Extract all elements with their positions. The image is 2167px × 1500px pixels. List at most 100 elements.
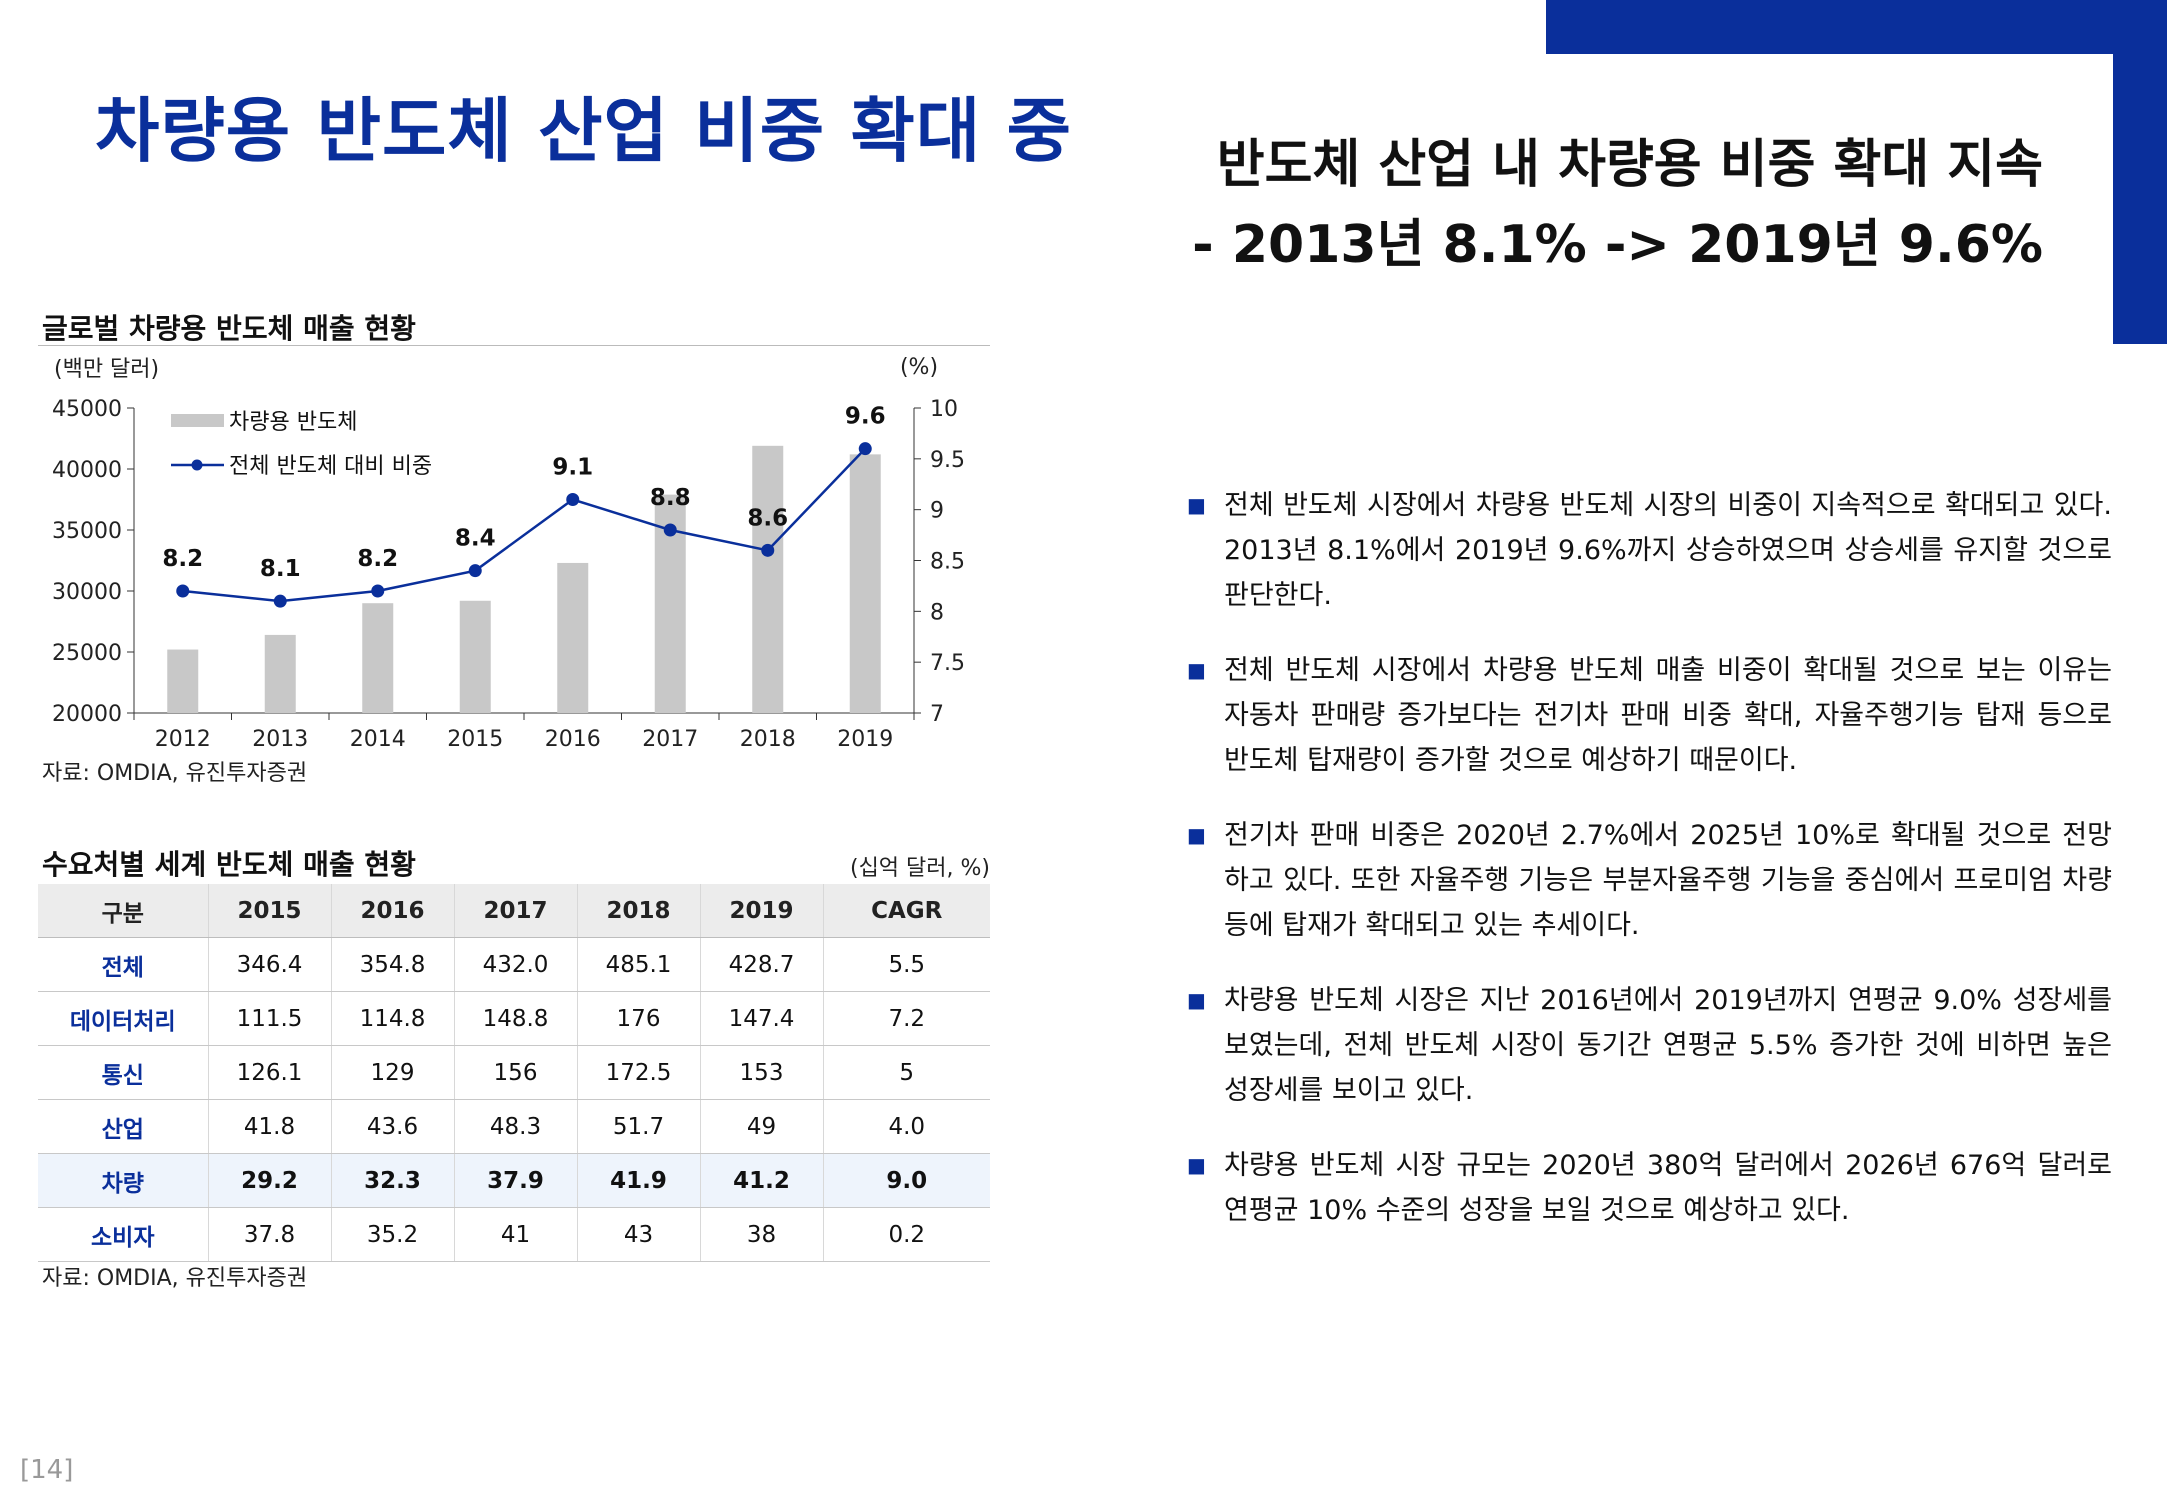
- bullet-square-icon: ■: [1187, 493, 1206, 517]
- table-row: 전체 346.4 354.8 432.0 485.1 428.7 5.5: [38, 937, 990, 992]
- demand-sales-table: 구분 2015 2016 2017 2018 2019 CAGR 전체 346.…: [38, 884, 990, 1262]
- table-cell: 32.3: [330, 1153, 454, 1208]
- data-label-share: 8.1: [260, 556, 301, 582]
- table-row: 소비자 37.8 35.2 41 43 38 0.2: [38, 1207, 990, 1262]
- table-cell: 114.8: [330, 991, 454, 1046]
- y-tick-label-left: 40000: [52, 458, 122, 483]
- legend-bar-swatch: [171, 414, 224, 427]
- x-tick-label: 2015: [447, 727, 503, 752]
- table-cell: 9.0: [822, 1153, 990, 1208]
- corner-accent-bar-side: [2113, 0, 2167, 344]
- x-tick-label: 2017: [642, 727, 698, 752]
- table-cell: 43: [576, 1207, 700, 1262]
- table-cell: 29.2: [207, 1153, 331, 1208]
- table-cell: 153: [699, 1045, 823, 1100]
- x-tick-label: 2013: [252, 727, 308, 752]
- table-cell: 354.8: [330, 937, 454, 992]
- table-header-cell: 2018: [576, 884, 700, 938]
- legend-bar-label: 차량용 반도체: [229, 410, 357, 435]
- line-point-share: [273, 594, 287, 608]
- bullet-text: 차량용 반도체 시장은 지난 2016년에서 2019년까지 연평균 9.0% …: [1224, 985, 2112, 1106]
- table-header-cell: CAGR: [822, 884, 990, 938]
- headline-line-2: - 2013년 8.1% -> 2019년 9.6%: [1192, 215, 2043, 275]
- table-cell: 126.1: [207, 1045, 331, 1100]
- bullet-square-icon: ■: [1187, 988, 1206, 1012]
- line-point-share: [858, 442, 872, 456]
- table-cell: 49: [699, 1099, 823, 1154]
- table-cell: 37.8: [207, 1207, 331, 1262]
- table-cell: 7.2: [822, 991, 990, 1046]
- table-cell: 4.0: [822, 1099, 990, 1154]
- bullet-text: 전체 반도체 시장에서 차량용 반도체 매출 비중이 확대될 것으로 보는 이유…: [1224, 655, 2112, 776]
- y-tick-label-left: 45000: [52, 397, 122, 422]
- table-cell: 156: [453, 1045, 577, 1100]
- table-cell: 111.5: [207, 991, 331, 1046]
- y-tick-label-right: 7.5: [930, 651, 965, 676]
- bullet-item: ■ 전기차 판매 비중은 2020년 2.7%에서 2025년 10%로 확대될…: [1182, 813, 2112, 948]
- headline-line-1: 반도체 산업 내 차량용 비중 확대 지속: [1216, 135, 2043, 195]
- y-tick-label-right: 10: [930, 397, 958, 422]
- x-tick-label: 2014: [350, 727, 406, 752]
- y-tick-label-right: 9: [930, 499, 944, 524]
- data-label-share: 8.6: [747, 505, 788, 531]
- table-cell: 48.3: [453, 1099, 577, 1154]
- table-cell: 41.8: [207, 1099, 331, 1154]
- table-header-row: 구분 2015 2016 2017 2018 2019 CAGR: [38, 884, 990, 938]
- table-cell: 428.7: [699, 937, 823, 992]
- table-header-cell: 구분: [38, 884, 208, 938]
- legend-line-marker: [191, 459, 203, 471]
- table-cell: 38: [699, 1207, 823, 1262]
- table-cell: 37.9: [453, 1153, 577, 1208]
- table-row: 통신 126.1 129 156 172.5 153 5: [38, 1045, 990, 1100]
- table-cell: 51.7: [576, 1099, 700, 1154]
- table-row-label: 전체: [38, 937, 208, 992]
- corner-accent-bar-top: [1546, 0, 2167, 54]
- bar-vehicle-semiconductor: [557, 562, 589, 713]
- bar-vehicle-semiconductor: [752, 445, 784, 713]
- x-tick-label: 2012: [155, 727, 211, 752]
- y-tick-label-right: 7: [930, 702, 944, 727]
- line-point-share: [468, 564, 482, 578]
- bullet-square-icon: ■: [1187, 823, 1206, 847]
- data-label-share: 9.1: [552, 455, 593, 481]
- chart-section-title: 글로벌 차량용 반도체 매출 현황: [42, 312, 416, 345]
- table-cell: 346.4: [207, 937, 331, 992]
- line-point-share: [566, 493, 580, 506]
- table-cell: 485.1: [576, 937, 700, 992]
- table-cell: 148.8: [453, 991, 577, 1046]
- table-row: 산업 41.8 43.6 48.3 51.7 49 4.0: [38, 1099, 990, 1154]
- y-axis-left-label: (백만 달러): [54, 357, 159, 382]
- table-cell: 35.2: [330, 1207, 454, 1262]
- table-row-label: 통신: [38, 1045, 208, 1100]
- y-tick-label-left: 25000: [52, 641, 122, 666]
- table-row-highlighted: 차량 29.2 32.3 37.9 41.9 41.2 9.0: [38, 1153, 990, 1208]
- bullet-square-icon: ■: [1187, 1153, 1206, 1177]
- y-tick-label-left: 30000: [52, 580, 122, 605]
- y-tick-label-left: 20000: [52, 702, 122, 727]
- page-number: [14]: [20, 1455, 74, 1485]
- table-row-label: 산업: [38, 1099, 208, 1154]
- table-header-cell: 2016: [330, 884, 454, 938]
- bar-vehicle-semiconductor: [849, 454, 881, 713]
- table-header-cell: 2017: [453, 884, 577, 938]
- bullet-item: ■ 전체 반도체 시장에서 차량용 반도체 매출 비중이 확대될 것으로 보는 …: [1182, 648, 2112, 783]
- bar-vehicle-semiconductor: [459, 600, 491, 713]
- bullet-list: ■ 전체 반도체 시장에서 차량용 반도체 시장의 비중이 지속적으로 확대되고…: [1182, 483, 2112, 1263]
- table-row-label: 소비자: [38, 1207, 208, 1262]
- table-cell: 41.9: [576, 1153, 700, 1208]
- line-point-share: [371, 584, 385, 598]
- data-label-share: 8.4: [455, 526, 496, 552]
- table-cell: 5.5: [822, 937, 990, 992]
- y-tick-label-right: 8.5: [930, 550, 965, 575]
- table-row-label: 데이터처리: [38, 991, 208, 1046]
- table-cell: 0.2: [822, 1207, 990, 1262]
- table-cell: 129: [330, 1045, 454, 1100]
- table-cell: 432.0: [453, 937, 577, 992]
- table-cell: 5: [822, 1045, 990, 1100]
- bar-vehicle-semiconductor: [264, 634, 296, 713]
- table-cell: 41.2: [699, 1153, 823, 1208]
- chart-source: 자료: OMDIA, 유진투자증권: [42, 761, 308, 786]
- table-row-label: 차량: [38, 1153, 208, 1208]
- bullet-item: ■ 차량용 반도체 시장은 지난 2016년에서 2019년까지 연평균 9.0…: [1182, 978, 2112, 1113]
- data-label-share: 8.2: [162, 546, 203, 572]
